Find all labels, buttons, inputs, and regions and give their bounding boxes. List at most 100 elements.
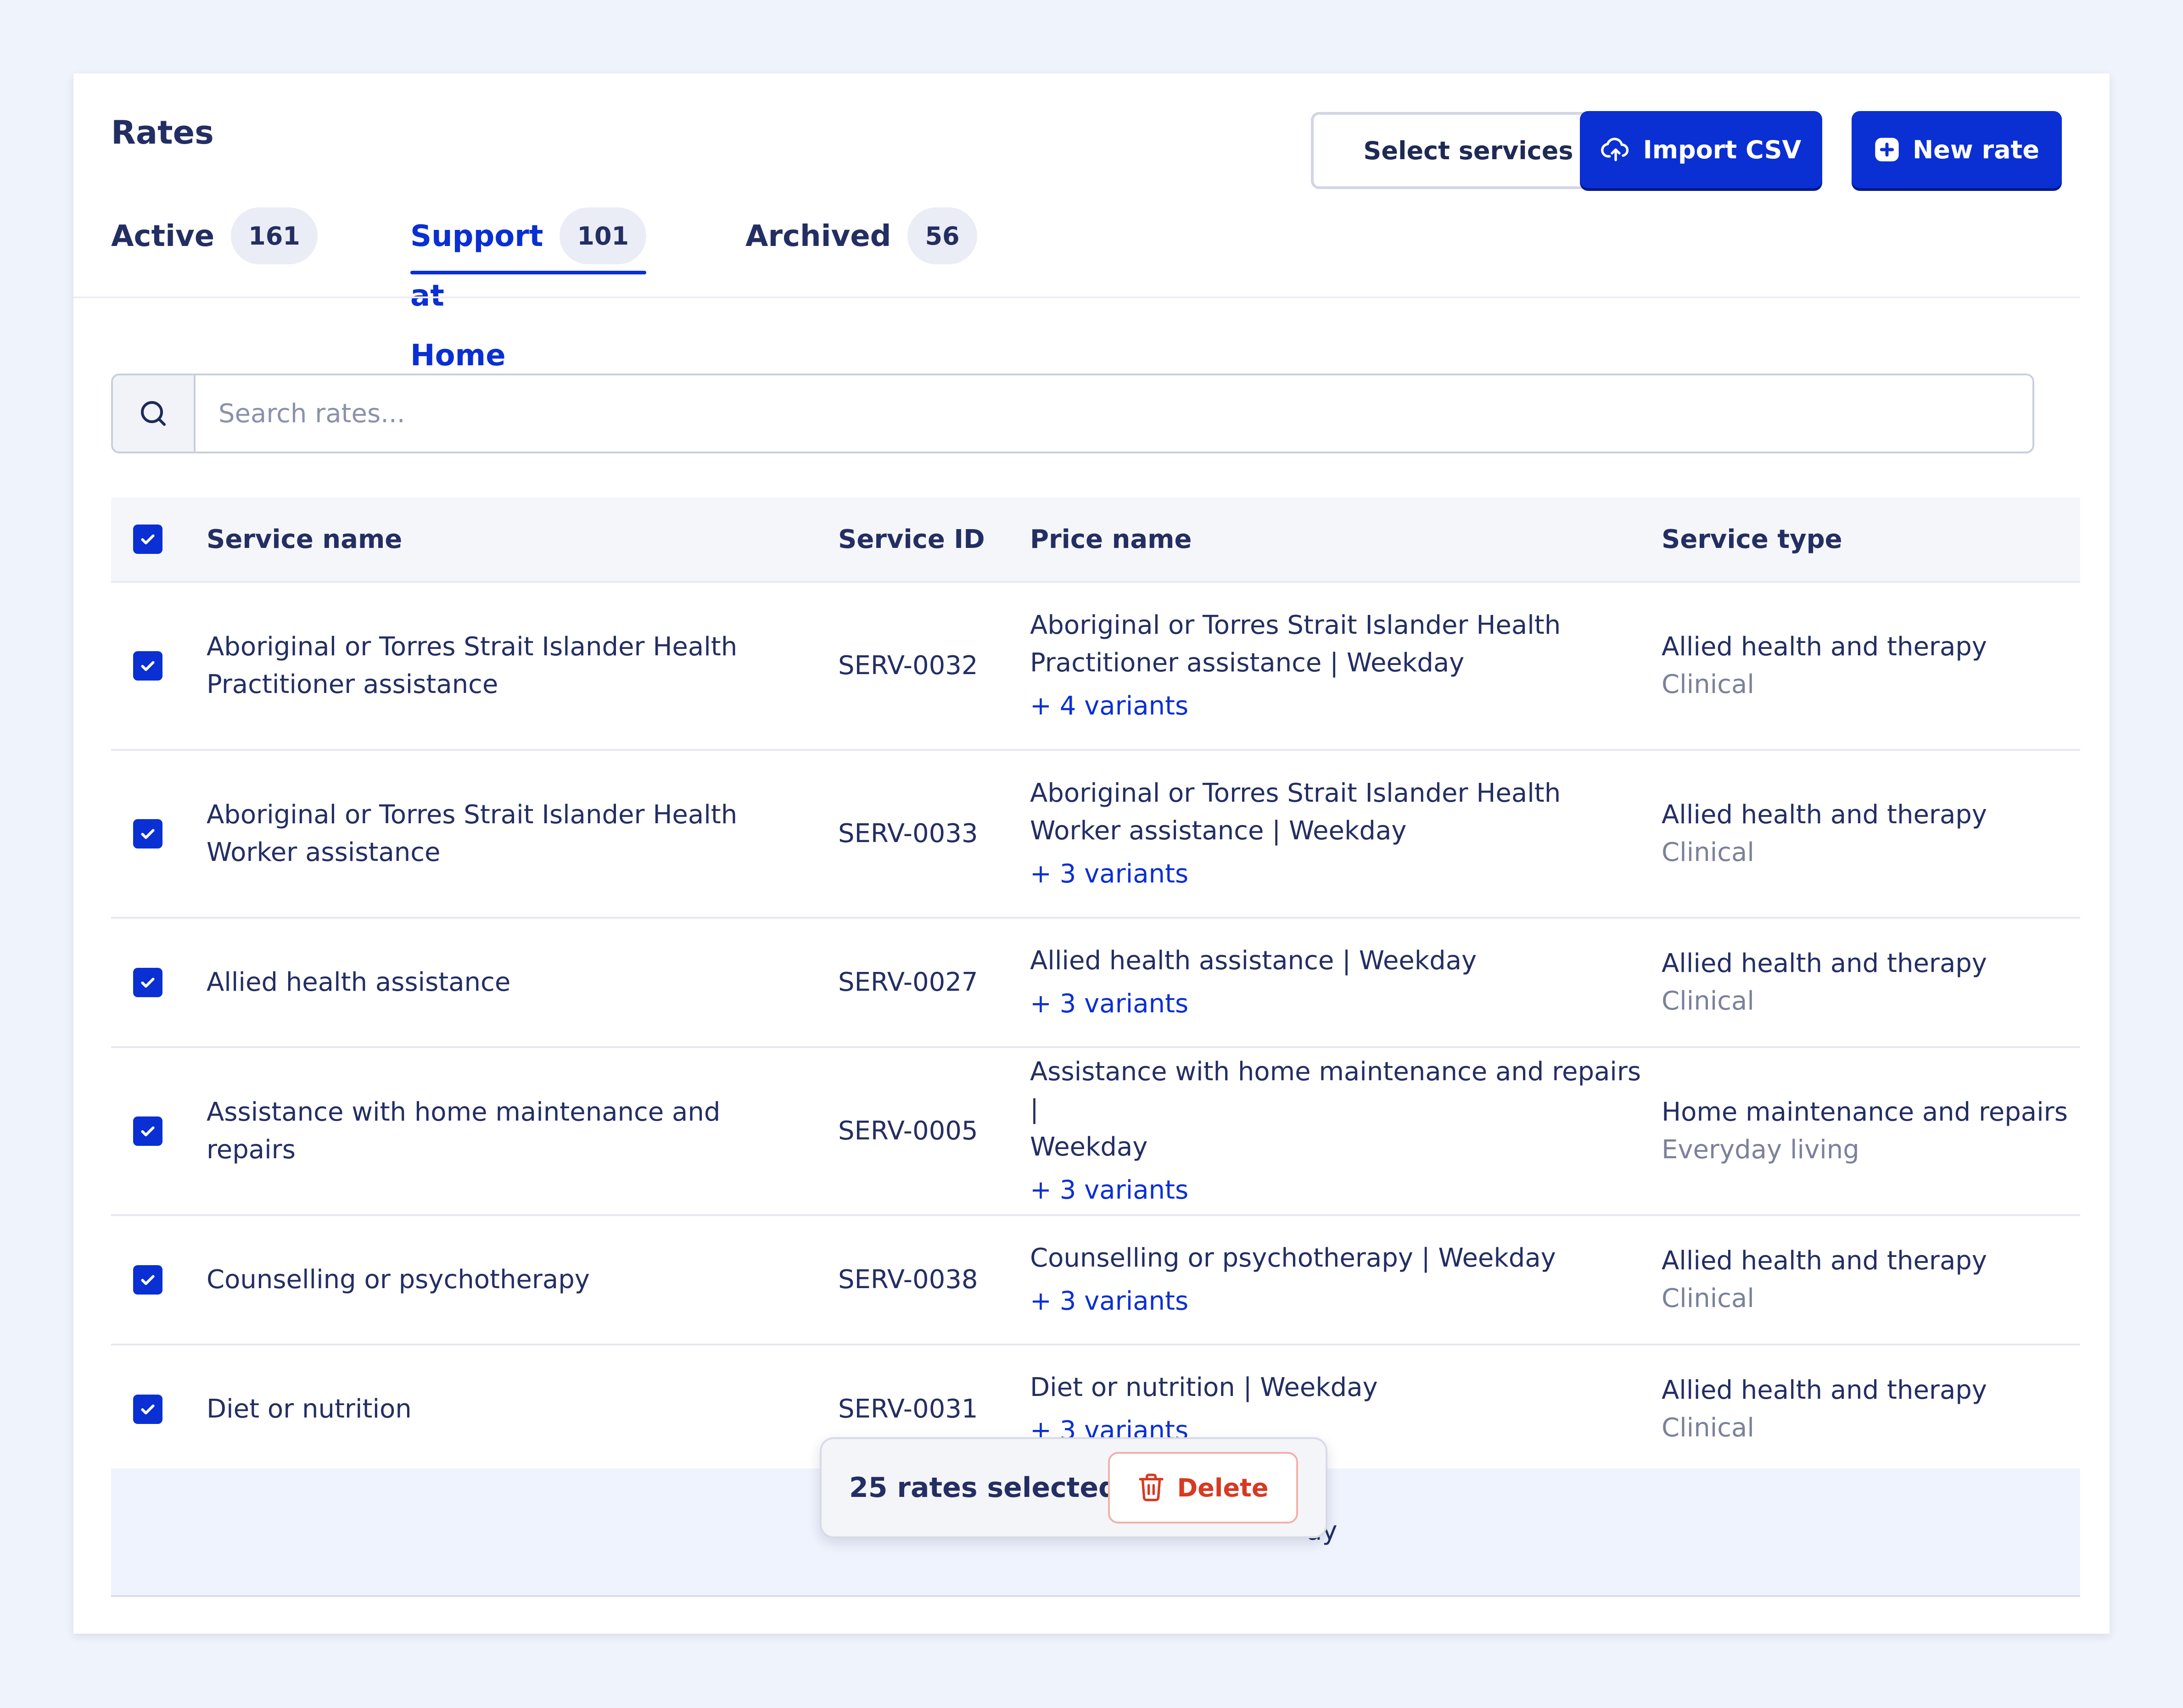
service-type-cell: Allied health and therapy Clinical [1662,583,2075,749]
tab-label: Active [111,219,215,253]
variants-link[interactable]: + 3 variants [1030,989,1189,1019]
price-name-line: Counselling or psychotherapy | Weekday [1030,1243,1556,1273]
service-type: Allied health and therapy [1662,632,1987,662]
service-name-line: Aboriginal or Torres Strait Islander Hea… [207,632,738,662]
row-checkbox[interactable] [133,651,162,681]
service-name-line: Practitioner assistance [207,670,498,699]
service-name-cell: Allied health assistance [207,919,812,1046]
service-name-cell: Counselling or psychotherapy [207,1216,812,1344]
new-rate-button[interactable]: New rate [1852,111,2062,188]
table-row[interactable]: Aboriginal or Torres Strait Islander Hea… [111,583,2080,751]
service-id-cell: SERV-0032 [838,583,1013,749]
trash-icon [1137,1473,1165,1502]
check-icon [141,1275,155,1285]
service-name-line: Worker assistance [207,837,441,867]
price-name-cell: Allied health assistance | Weekday + 3 v… [1030,919,1654,1046]
divider [73,296,2080,298]
price-name-line: Allied health assistance | Weekday [1030,946,1477,976]
tab-archived[interactable]: Archived 56 [745,207,977,274]
service-id: SERV-0033 [838,819,978,848]
row-checkbox[interactable] [133,1395,162,1424]
service-name-line: Assistance with home maintenance and rep… [207,1097,721,1165]
column-header-service-id[interactable]: Service ID [838,524,985,554]
rates-table: Service name Service ID Price name Servi… [111,497,2080,1475]
price-name-cell: Counselling or psychotherapy | Weekday +… [1030,1216,1654,1344]
service-id: SERV-0031 [838,1394,978,1424]
variants-link[interactable]: + 4 variants [1030,691,1189,721]
page-title: Rates [111,114,214,151]
rates-panel: Rates Select services Import CSV New rat… [73,73,2110,1634]
plus-square-icon [1874,137,1900,162]
delete-button[interactable]: Delete [1108,1452,1298,1524]
import-csv-button[interactable]: Import CSV [1580,111,1822,188]
count-badge: 161 [231,207,318,264]
selection-count: 25 rates selected [849,1472,1118,1504]
table-row[interactable]: Assistance with home maintenance and rep… [111,1048,2080,1216]
price-name-cell: Aboriginal or Torres Strait Islander Hea… [1030,583,1654,749]
service-id-cell: SERV-0038 [838,1216,1013,1344]
service-name-cell: Aboriginal or Torres Strait Islander Hea… [207,583,812,749]
service-subtype: Clinical [1662,837,1754,867]
service-id: SERV-0027 [838,967,978,997]
price-name-line: Weekday [1030,1132,1148,1162]
column-header-service-type[interactable]: Service type [1662,524,1842,554]
price-name-line: Worker assistance | Weekday [1030,816,1407,846]
price-name-line: Diet or nutrition | Weekday [1030,1373,1378,1402]
new-rate-label: New rate [1912,135,2039,164]
select-services-button[interactable]: Select services [1311,112,1626,189]
check-icon [141,1404,155,1415]
service-type-cell: Allied health and therapy Clinical [1662,919,2075,1046]
service-subtype: Clinical [1662,1284,1754,1313]
search-input[interactable] [196,375,2032,452]
tab-label: Support at Home [410,219,543,373]
service-id: SERV-0032 [838,651,978,681]
service-type: Allied health and therapy [1662,800,1987,830]
row-checkbox[interactable] [133,968,162,997]
tab-active[interactable]: Active 161 [111,207,318,274]
service-subtype: Everyday living [1662,1135,1859,1165]
column-header-price-name[interactable]: Price name [1030,524,1192,554]
service-type-cell: Allied health and therapy Clinical [1662,751,2075,917]
service-name-line: Counselling or psychotherapy [207,1265,590,1295]
service-type-cell: Home maintenance and repairs Everyday li… [1662,1048,2075,1214]
variants-link[interactable]: + 3 variants [1030,859,1189,889]
cloud-upload-icon [1601,137,1630,162]
table-row[interactable]: Allied health assistance SERV-0027 Allie… [111,919,2080,1048]
count-badge: 56 [907,207,977,264]
search-box [111,374,2034,453]
service-name-line: Allied health assistance [207,967,511,997]
row-checkbox[interactable] [133,1265,162,1295]
variants-link[interactable]: + 3 variants [1030,1286,1189,1316]
select-all-checkbox[interactable] [133,525,162,554]
variants-link[interactable]: + 3 variants [1030,1175,1189,1205]
search-icon[interactable] [113,375,196,452]
service-type: Allied health and therapy [1662,1246,1987,1276]
service-name-line: Diet or nutrition [207,1394,412,1424]
check-icon [141,977,155,988]
check-icon [141,661,155,671]
service-subtype: Clinical [1662,670,1754,699]
service-subtype: Clinical [1662,1413,1754,1443]
price-name-cell: Aboriginal or Torres Strait Islander Hea… [1030,751,1654,917]
service-type: Home maintenance and repairs [1662,1097,2068,1127]
price-name-cell: Assistance with home maintenance and rep… [1030,1048,1654,1214]
service-type-cell: Allied health and therapy Clinical [1662,1345,2075,1473]
count-badge: 101 [560,207,647,264]
price-name-line: Assistance with home maintenance and rep… [1030,1057,1641,1124]
price-name-line: Aboriginal or Torres Strait Islander Hea… [1030,610,1561,640]
service-id-cell: SERV-0027 [838,919,1013,1046]
service-name-line: Aboriginal or Torres Strait Islander Hea… [207,800,738,830]
service-name-cell: Assistance with home maintenance and rep… [207,1048,812,1214]
service-id: SERV-0005 [838,1116,978,1146]
table-row[interactable]: Counselling or psychotherapy SERV-0038 C… [111,1216,2080,1345]
delete-label: Delete [1177,1473,1269,1502]
row-checkbox[interactable] [133,819,162,848]
row-checkbox[interactable] [133,1116,162,1146]
check-icon [141,829,155,839]
service-type: Allied health and therapy [1662,949,1987,978]
tab-support-at-home[interactable]: Support at Home 101 [410,207,647,373]
tab-label: Archived [745,219,891,253]
column-header-service-name[interactable]: Service name [207,524,403,554]
table-row[interactable]: Aboriginal or Torres Strait Islander Hea… [111,751,2080,919]
service-name-cell: Aboriginal or Torres Strait Islander Hea… [207,751,812,917]
